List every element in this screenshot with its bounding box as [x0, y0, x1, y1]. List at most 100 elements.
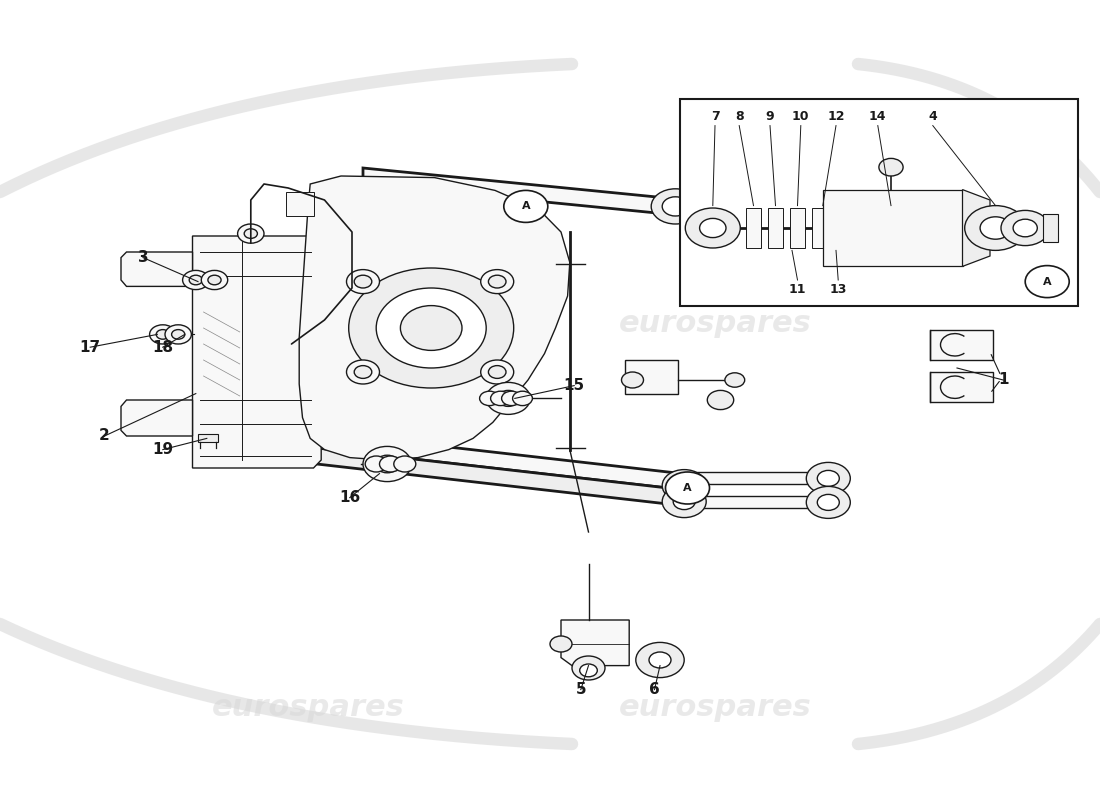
Polygon shape [684, 472, 830, 484]
Circle shape [580, 664, 597, 677]
Polygon shape [317, 432, 688, 490]
Circle shape [365, 456, 387, 472]
Circle shape [707, 390, 734, 410]
Circle shape [662, 486, 706, 518]
Circle shape [183, 270, 209, 290]
Circle shape [238, 224, 264, 243]
Polygon shape [561, 620, 629, 666]
Circle shape [502, 391, 521, 406]
Text: 3: 3 [138, 250, 148, 265]
Circle shape [486, 382, 530, 414]
Circle shape [636, 642, 684, 678]
Circle shape [550, 636, 572, 652]
Circle shape [497, 390, 519, 406]
Circle shape [651, 189, 700, 224]
Circle shape [649, 652, 671, 668]
Circle shape [394, 456, 416, 472]
Circle shape [504, 190, 548, 222]
Circle shape [685, 208, 740, 248]
Circle shape [725, 373, 745, 387]
Text: 17: 17 [79, 340, 101, 354]
Text: 7: 7 [711, 110, 719, 122]
Text: 10: 10 [792, 110, 810, 122]
Bar [746, 208, 761, 248]
Circle shape [488, 366, 506, 378]
Polygon shape [317, 448, 688, 506]
Circle shape [980, 217, 1011, 239]
Text: A: A [521, 202, 530, 211]
Circle shape [662, 197, 689, 216]
Polygon shape [286, 192, 313, 216]
Text: 4: 4 [928, 110, 937, 122]
Text: eurospares: eurospares [211, 694, 405, 722]
Text: A: A [1043, 277, 1052, 286]
Text: 13: 13 [829, 283, 847, 296]
Polygon shape [962, 190, 990, 266]
Circle shape [201, 270, 228, 290]
Circle shape [481, 270, 514, 294]
Circle shape [1001, 210, 1049, 246]
Bar [930, 372, 993, 402]
Text: 8: 8 [735, 110, 744, 122]
Circle shape [491, 391, 510, 406]
Bar [625, 360, 678, 394]
Polygon shape [299, 176, 570, 460]
Circle shape [806, 462, 850, 494]
Circle shape [400, 306, 462, 350]
Circle shape [379, 456, 401, 472]
Text: 6: 6 [649, 682, 660, 697]
Circle shape [621, 372, 643, 388]
Circle shape [375, 455, 399, 473]
Text: eurospares: eurospares [211, 310, 405, 338]
Polygon shape [675, 192, 825, 221]
Circle shape [481, 360, 514, 384]
Circle shape [812, 198, 834, 214]
Circle shape [572, 656, 605, 680]
Circle shape [354, 366, 372, 378]
Circle shape [666, 472, 710, 504]
Circle shape [349, 268, 514, 388]
Circle shape [673, 494, 695, 510]
Text: 9: 9 [766, 110, 774, 122]
Text: 14: 14 [869, 110, 887, 122]
Circle shape [1013, 219, 1037, 237]
Circle shape [817, 470, 839, 486]
Circle shape [806, 486, 850, 518]
Text: 19: 19 [152, 442, 174, 457]
Circle shape [700, 218, 726, 238]
Circle shape [189, 275, 202, 285]
Circle shape [965, 206, 1026, 250]
Circle shape [156, 330, 169, 339]
Circle shape [817, 494, 839, 510]
Text: 1: 1 [998, 373, 1009, 387]
Circle shape [354, 275, 372, 288]
Circle shape [673, 478, 695, 494]
Circle shape [879, 158, 903, 176]
Text: 15: 15 [563, 378, 585, 393]
Circle shape [801, 190, 845, 222]
Circle shape [150, 325, 176, 344]
Circle shape [376, 288, 486, 368]
Polygon shape [363, 168, 680, 214]
Polygon shape [121, 252, 192, 286]
Circle shape [513, 391, 532, 406]
Circle shape [172, 330, 185, 339]
Circle shape [346, 270, 380, 294]
Text: 11: 11 [789, 283, 806, 296]
Text: 16: 16 [339, 490, 361, 505]
Bar [1043, 214, 1058, 242]
Bar [812, 208, 827, 248]
Text: A: A [683, 483, 692, 493]
Bar [198, 434, 218, 442]
Text: 2: 2 [99, 429, 110, 443]
Text: eurospares: eurospares [618, 694, 812, 722]
Bar [680, 99, 1078, 306]
Polygon shape [192, 236, 321, 468]
Circle shape [165, 325, 191, 344]
Bar [823, 190, 962, 266]
Polygon shape [684, 496, 830, 508]
Text: 18: 18 [152, 340, 174, 354]
Polygon shape [121, 400, 192, 436]
Bar [930, 330, 993, 360]
Text: 5: 5 [575, 682, 586, 697]
